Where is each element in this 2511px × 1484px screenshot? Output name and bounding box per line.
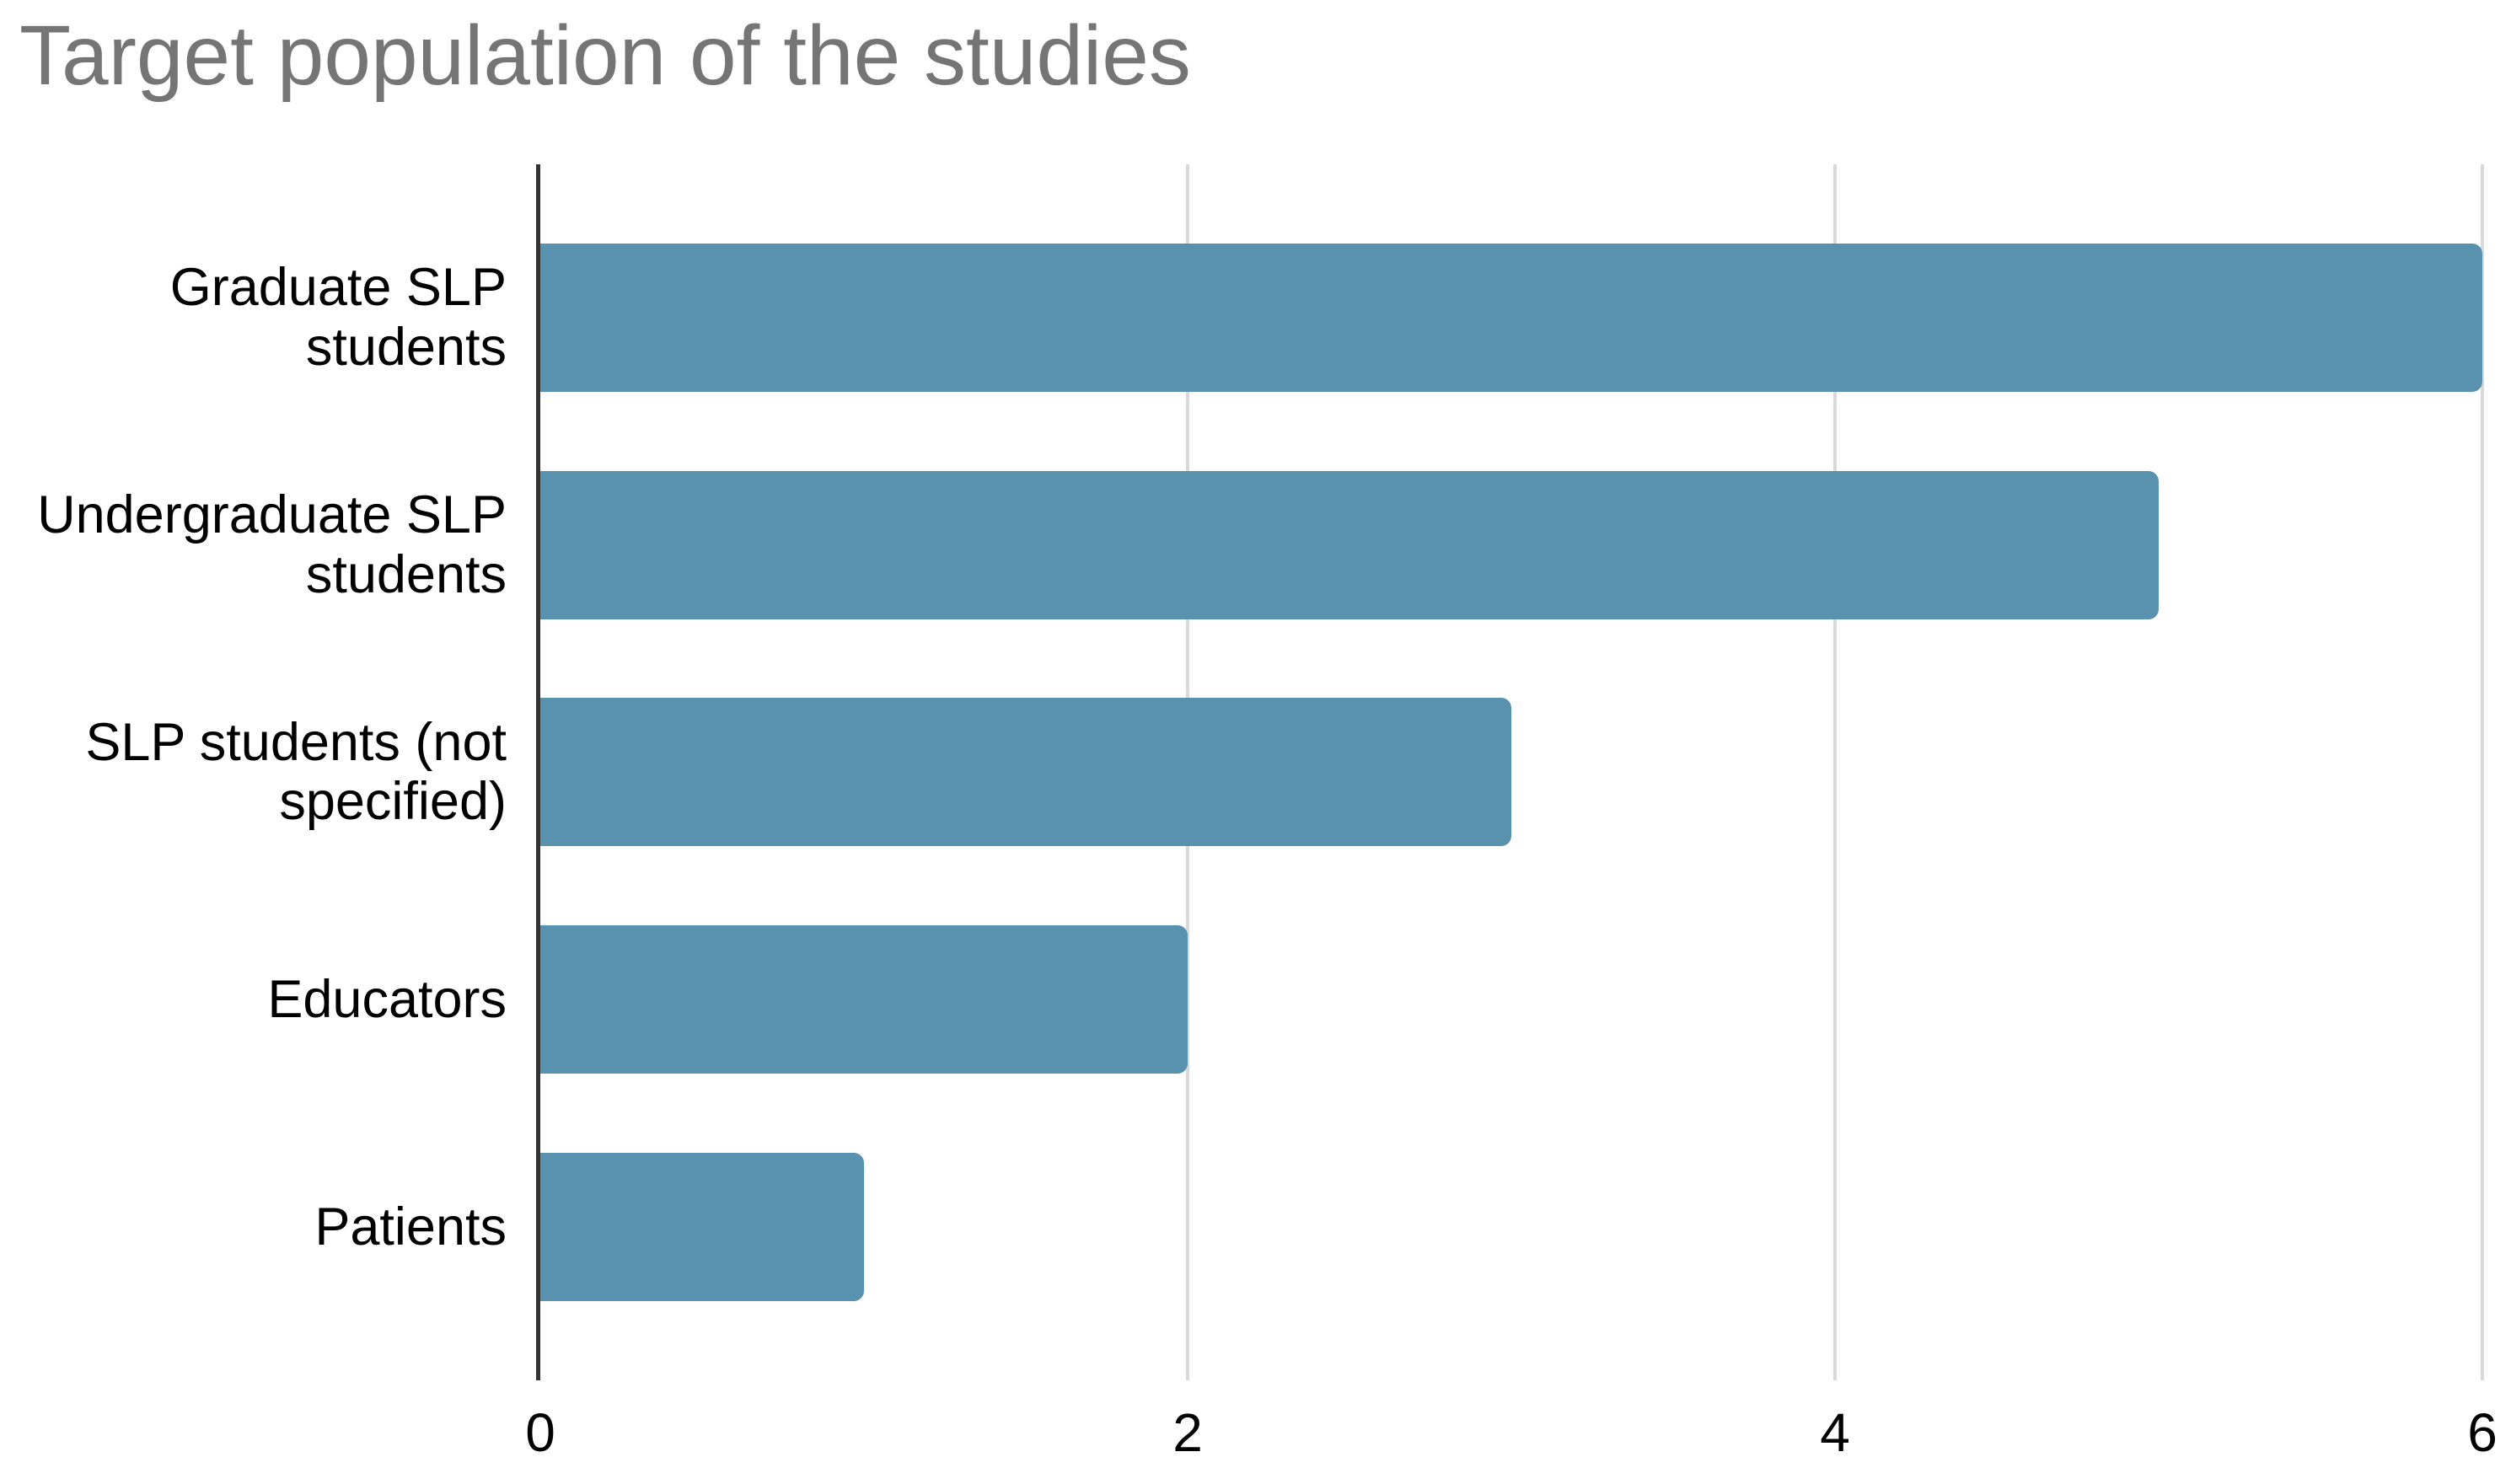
category-label: Undergraduate SLP students	[37, 485, 507, 604]
x-axis-tick-labels: 0 2 4 6	[525, 1402, 2498, 1465]
y-axis-baseline	[536, 164, 540, 1380]
x-tick-label: 0	[525, 1402, 555, 1463]
bar	[540, 470, 2159, 619]
bar	[540, 698, 1511, 847]
category-label: Patients	[314, 1197, 507, 1256]
bar	[540, 243, 2482, 392]
x-tick-label: 6	[2467, 1402, 2498, 1463]
y-axis-category-labels: Graduate SLP students Undergraduate SLP s…	[0, 164, 507, 1380]
x-tick-label: 4	[1820, 1402, 1850, 1463]
chart-title: Target population of the studies	[19, 8, 1191, 103]
category-label: SLP students (not specified)	[85, 712, 507, 832]
plot-area	[540, 164, 2484, 1380]
gridline	[1833, 164, 1837, 1380]
bar	[540, 925, 1188, 1074]
bar	[540, 1153, 864, 1302]
gridline	[2481, 164, 2484, 1380]
category-label: Graduate SLP students	[169, 258, 507, 377]
bar-series	[540, 164, 2482, 1380]
x-tick-label: 2	[1172, 1402, 1203, 1463]
category-label: Educators	[267, 970, 507, 1030]
